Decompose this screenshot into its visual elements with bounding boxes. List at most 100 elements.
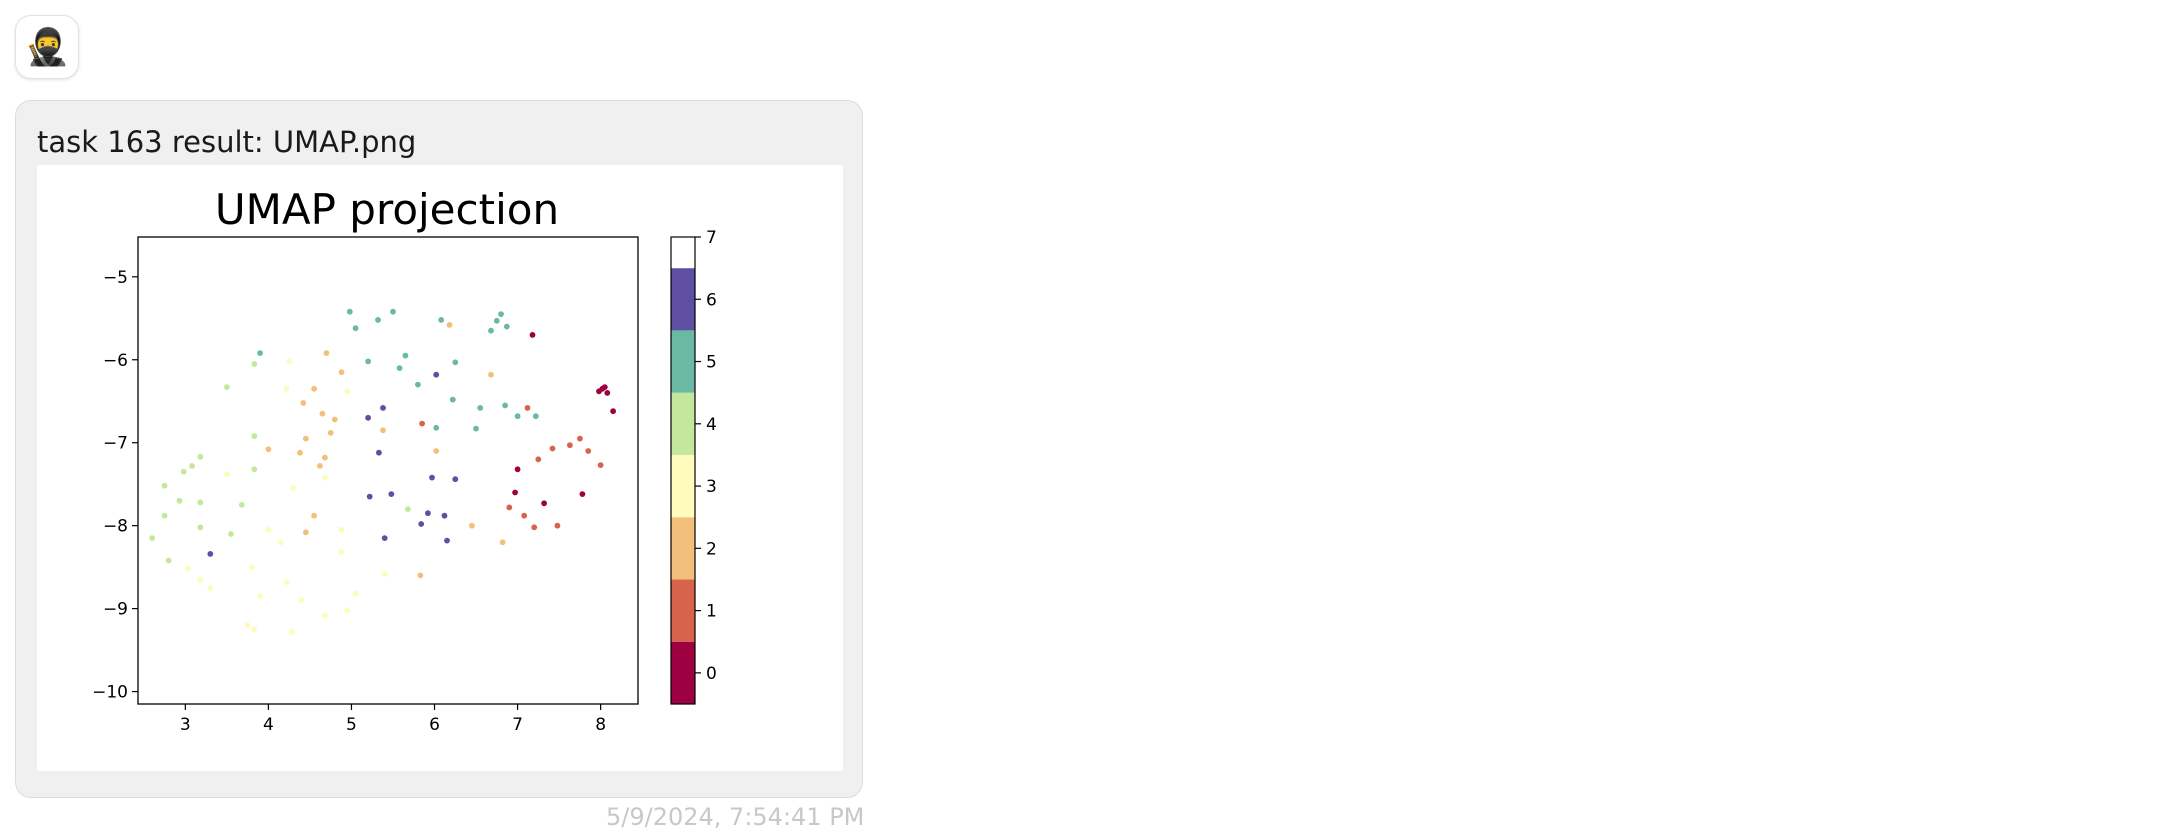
- colorbar-segment: [671, 330, 695, 393]
- colorbar-tick-label: 2: [706, 539, 717, 559]
- data-point: [452, 476, 459, 483]
- colorbar-segment: [671, 392, 695, 455]
- data-point: [338, 369, 345, 376]
- data-point: [197, 524, 204, 531]
- data-point: [197, 499, 204, 506]
- data-point: [251, 626, 258, 633]
- data-point: [180, 468, 187, 475]
- data-point: [265, 446, 272, 453]
- data-point: [338, 549, 345, 556]
- colorbar-tick-label: 0: [706, 664, 717, 684]
- data-point: [197, 453, 204, 460]
- data-point: [417, 572, 424, 579]
- data-point: [477, 405, 484, 411]
- data-point: [503, 323, 510, 330]
- data-point: [577, 435, 583, 442]
- data-point: [405, 506, 411, 512]
- data-point: [248, 564, 255, 570]
- x-tick-label: 5: [346, 715, 357, 735]
- data-point: [322, 454, 328, 461]
- data-point: [346, 308, 353, 315]
- data-point: [493, 317, 500, 324]
- colorbar-segment: [671, 517, 695, 580]
- avatar[interactable]: 🥷: [15, 15, 79, 79]
- data-point: [380, 427, 386, 434]
- x-tick-label: 8: [595, 715, 606, 735]
- data-point: [524, 405, 531, 411]
- data-point: [381, 570, 388, 577]
- data-point: [352, 325, 359, 332]
- data-point: [184, 565, 191, 572]
- data-point: [327, 429, 334, 436]
- data-point: [376, 449, 382, 456]
- data-point: [433, 371, 440, 378]
- data-point: [512, 489, 518, 496]
- data-point: [207, 585, 214, 591]
- message-timestamp: 5/9/2024, 7:54:41 PM: [606, 803, 865, 831]
- data-point: [207, 551, 214, 557]
- data-point: [322, 474, 328, 481]
- data-point: [297, 449, 303, 456]
- data-point: [396, 365, 403, 371]
- data-point: [579, 491, 586, 497]
- data-point: [541, 500, 547, 507]
- data-point: [278, 539, 284, 546]
- data-point: [251, 361, 258, 367]
- data-point: [161, 482, 168, 489]
- data-point: [300, 400, 307, 406]
- data-point: [610, 408, 616, 415]
- y-tick-label: −10: [92, 683, 128, 703]
- data-point: [597, 462, 604, 468]
- y-tick-label: −7: [103, 434, 128, 454]
- data-point: [498, 311, 504, 317]
- data-point: [257, 350, 263, 356]
- data-point: [535, 456, 542, 463]
- x-axis: 3 4 5 6 7 8: [180, 704, 606, 735]
- y-tick-label: −6: [103, 351, 128, 371]
- data-point: [298, 597, 305, 604]
- data-point: [290, 485, 297, 492]
- data-point: [502, 402, 508, 409]
- data-point: [449, 396, 456, 403]
- data-point: [189, 463, 195, 469]
- data-point: [514, 413, 521, 420]
- data-point: [521, 512, 528, 519]
- data-point: [567, 442, 573, 449]
- y-tick-label: −9: [103, 600, 128, 620]
- data-point: [549, 445, 556, 452]
- data-point: [433, 424, 440, 431]
- data-point: [283, 579, 290, 585]
- data-point: [499, 539, 506, 546]
- data-point: [532, 413, 539, 420]
- data-point: [323, 350, 330, 356]
- data-point: [228, 531, 234, 537]
- data-point: [244, 622, 251, 629]
- umap-chart: UMAP projection 3 4 5 6 7 8 −5 −6 −7 −8 −9 −10 0 1 2…: [92, 185, 717, 735]
- data-point: [224, 471, 230, 478]
- colorbar-segment: [671, 454, 695, 518]
- data-point: [375, 317, 381, 323]
- data-point: [251, 466, 258, 473]
- colorbar: 0 1 2 3 4 5 6 7: [670, 228, 717, 705]
- message-title: task 163 result: UMAP.png: [37, 125, 417, 159]
- colorbar-tick-label: 6: [706, 290, 717, 310]
- message-bubble: task 163 result: UMAP.png UMAP projectio…: [15, 100, 863, 798]
- data-point: [344, 388, 351, 395]
- data-point: [425, 510, 431, 517]
- colorbar-segment: [671, 237, 695, 269]
- data-point: [365, 358, 371, 365]
- data-point: [469, 522, 475, 529]
- x-tick-label: 4: [263, 715, 274, 735]
- y-tick-label: −5: [103, 268, 128, 288]
- points-layer: [149, 308, 616, 635]
- data-point: [488, 371, 494, 378]
- data-point: [604, 390, 611, 396]
- data-point: [418, 521, 425, 527]
- data-point: [165, 557, 172, 564]
- result-image[interactable]: UMAP projection 3 4 5 6 7 8 −5 −6 −7 −8 −9 −10 0 1 2…: [37, 165, 843, 771]
- y-axis: −5 −6 −7 −8 −9 −10: [92, 268, 138, 703]
- data-point: [283, 385, 290, 392]
- data-point: [176, 497, 183, 504]
- data-point: [531, 524, 538, 531]
- data-point: [452, 359, 459, 366]
